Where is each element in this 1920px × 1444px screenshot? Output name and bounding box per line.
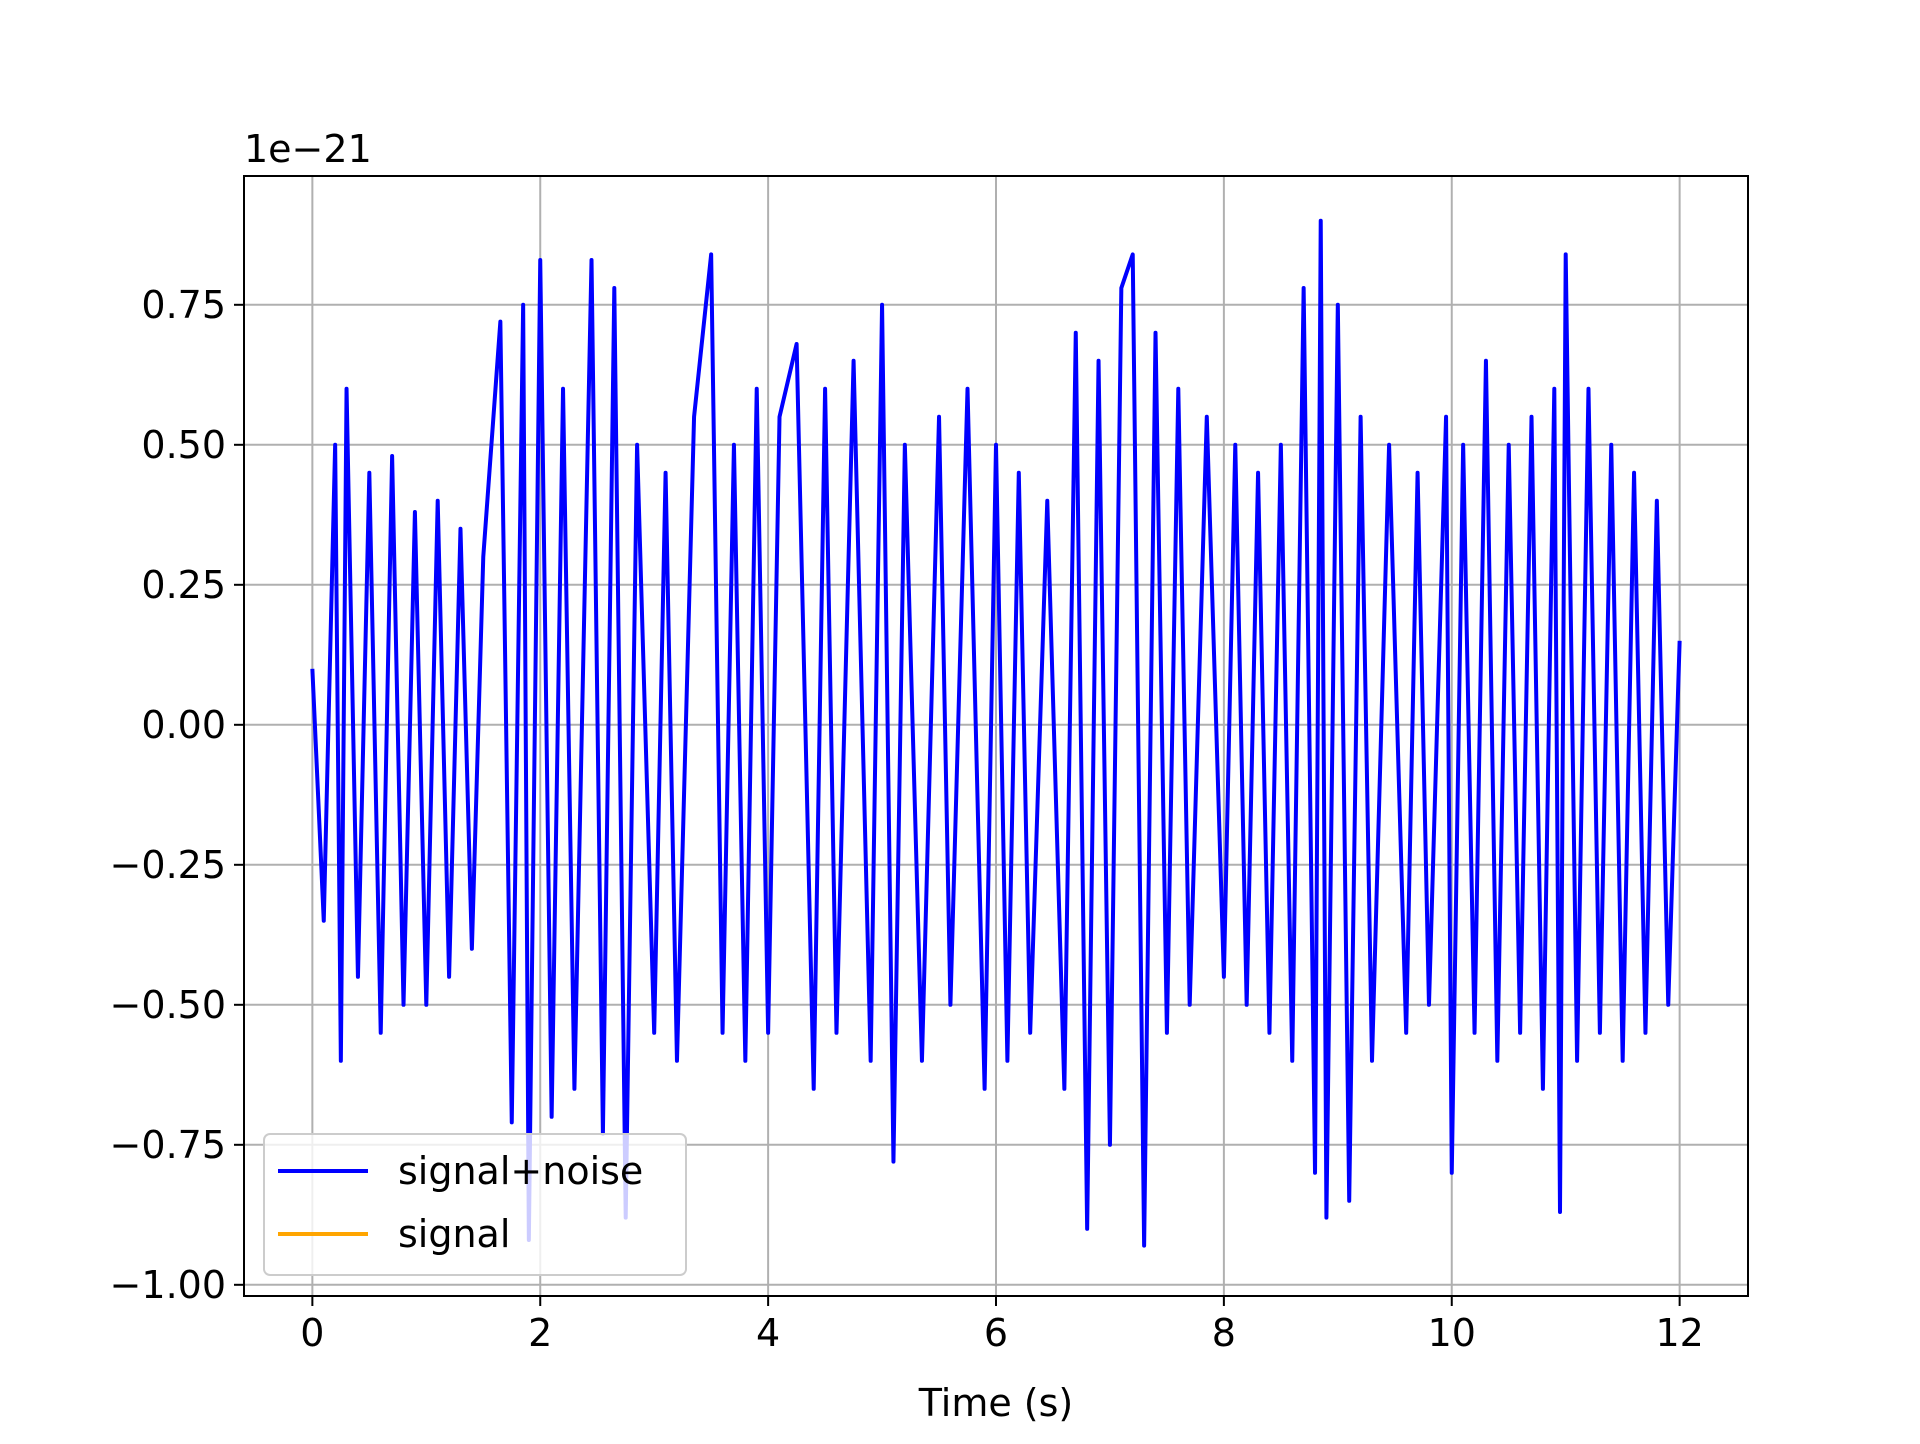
y-tick-label: 0.75 <box>141 283 226 327</box>
y-tick-label: 0.50 <box>141 423 226 467</box>
x-tick-label: 6 <box>984 1311 1008 1355</box>
legend: signal+noise signal <box>263 1133 687 1276</box>
x-tick-label: 10 <box>1428 1311 1476 1355</box>
y-tick-label: −0.25 <box>110 843 226 887</box>
y-tick-label: −0.75 <box>110 1123 226 1167</box>
y-scale-label: 1e−21 <box>244 127 372 171</box>
y-tick-label: 0.25 <box>141 563 226 607</box>
x-axis-ticks: 0 2 4 6 8 10 12 <box>300 1296 1704 1355</box>
y-tick-label: −0.50 <box>110 983 226 1027</box>
x-axis-label: Time (s) <box>918 1381 1074 1425</box>
x-tick-label: 4 <box>756 1311 780 1355</box>
y-tick-label: −1.00 <box>110 1263 226 1307</box>
legend-label-signal: signal <box>398 1212 510 1256</box>
x-tick-label: 12 <box>1655 1311 1703 1355</box>
legend-label-signal-noise: signal+noise <box>398 1149 643 1193</box>
x-tick-label: 2 <box>528 1311 552 1355</box>
x-tick-label: 0 <box>300 1311 324 1355</box>
y-axis-ticks: −1.00 −0.75 −0.50 −0.25 0.00 0.25 0.50 0.75 <box>110 283 244 1307</box>
series-line-signal-noise <box>310 218 1682 1248</box>
series-layer <box>310 218 1682 1248</box>
y-tick-label: 0.00 <box>141 703 226 747</box>
x-tick-label: 8 <box>1212 1311 1236 1355</box>
legend-box <box>263 1133 687 1276</box>
